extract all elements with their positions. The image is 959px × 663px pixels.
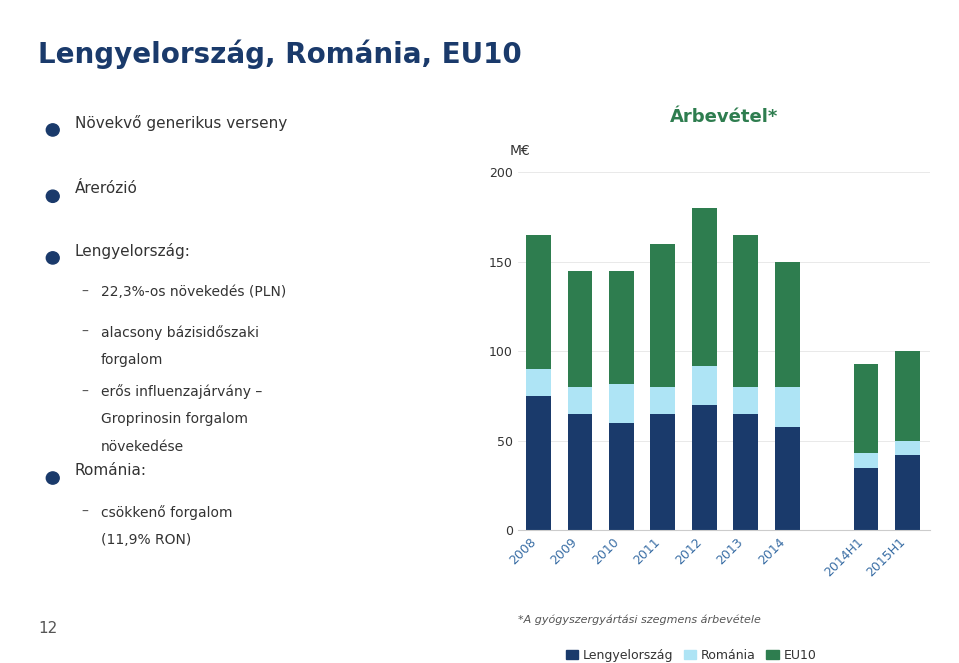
Bar [734,414,759,530]
Circle shape [46,472,59,484]
Bar [895,455,920,530]
Text: 12: 12 [38,621,58,636]
Text: Növekvő generikus verseny: Növekvő generikus verseny [75,115,287,131]
Text: alacsony bázisidőszaki: alacsony bázisidőszaki [101,325,259,339]
Bar [854,468,878,530]
Bar [650,244,675,387]
Bar [568,387,593,414]
Bar [854,364,878,453]
Bar [609,384,634,423]
Text: *A gyógyszergyártási szegmens árbevétele: *A gyógyszergyártási szegmens árbevétele [518,615,760,625]
Text: Románia:: Románia: [75,463,147,478]
Text: Lengyelország:: Lengyelország: [75,243,191,259]
Text: –: – [82,285,88,299]
Text: csökkenő forgalom: csökkenő forgalom [101,505,232,520]
Bar [526,235,551,369]
Text: –: – [82,505,88,519]
Bar [609,271,634,384]
Bar [568,271,593,387]
Text: 22,3%-os növekedés (PLN): 22,3%-os növekedés (PLN) [101,285,286,299]
Text: Árerózió: Árerózió [75,182,138,196]
Bar [775,262,800,387]
Bar [854,453,878,468]
Text: M€: M€ [509,144,530,158]
Circle shape [46,124,59,136]
Text: –: – [82,325,88,339]
Circle shape [46,190,59,202]
Bar [692,405,716,530]
Text: (11,9% RON): (11,9% RON) [101,533,191,547]
Bar [692,208,716,366]
Bar [526,396,551,530]
Legend: Lengyelország, Románia, EU10: Lengyelország, Románia, EU10 [561,644,822,663]
Text: 2015. 1-6. hó: 2015. 1-6. hó [792,59,886,72]
Bar [775,426,800,530]
Text: Lengyelország, Románia, EU10: Lengyelország, Románia, EU10 [38,40,522,69]
Bar [895,351,920,441]
Text: növekedése: növekedése [101,440,184,454]
Text: erős influenzajárvány –: erős influenzajárvány – [101,385,262,399]
Circle shape [46,252,59,264]
Bar [609,423,634,530]
Bar [734,387,759,414]
Bar [650,414,675,530]
Bar [526,369,551,396]
Text: forgalom: forgalom [101,353,163,367]
Bar [734,235,759,387]
Bar [895,441,920,455]
Bar [775,387,800,426]
Bar [650,387,675,414]
Bar [568,414,593,530]
Text: Árbevétel*: Árbevétel* [669,108,779,126]
Text: –: – [82,385,88,398]
Bar [692,366,716,405]
Text: Groprinosin forgalom: Groprinosin forgalom [101,412,247,426]
